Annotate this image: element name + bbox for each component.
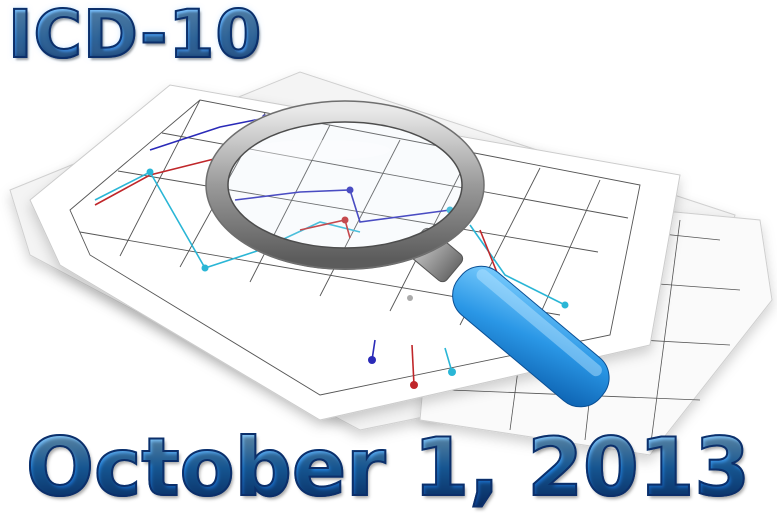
magnifier-icon: [205, 100, 610, 408]
illustration: [9, 71, 773, 456]
deadline-date: October 1, 2013: [25, 421, 751, 514]
page-title: ICD-10: [7, 0, 263, 73]
